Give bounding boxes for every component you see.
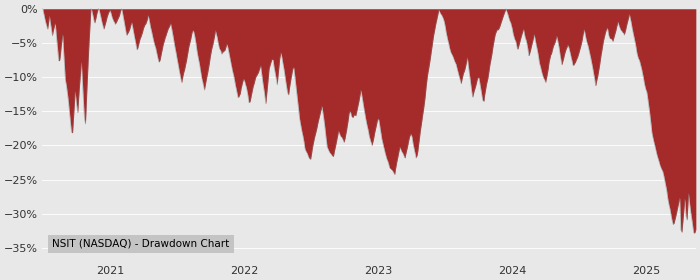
Text: NSIT (NASDAQ) - Drawdown Chart: NSIT (NASDAQ) - Drawdown Chart	[52, 239, 230, 249]
